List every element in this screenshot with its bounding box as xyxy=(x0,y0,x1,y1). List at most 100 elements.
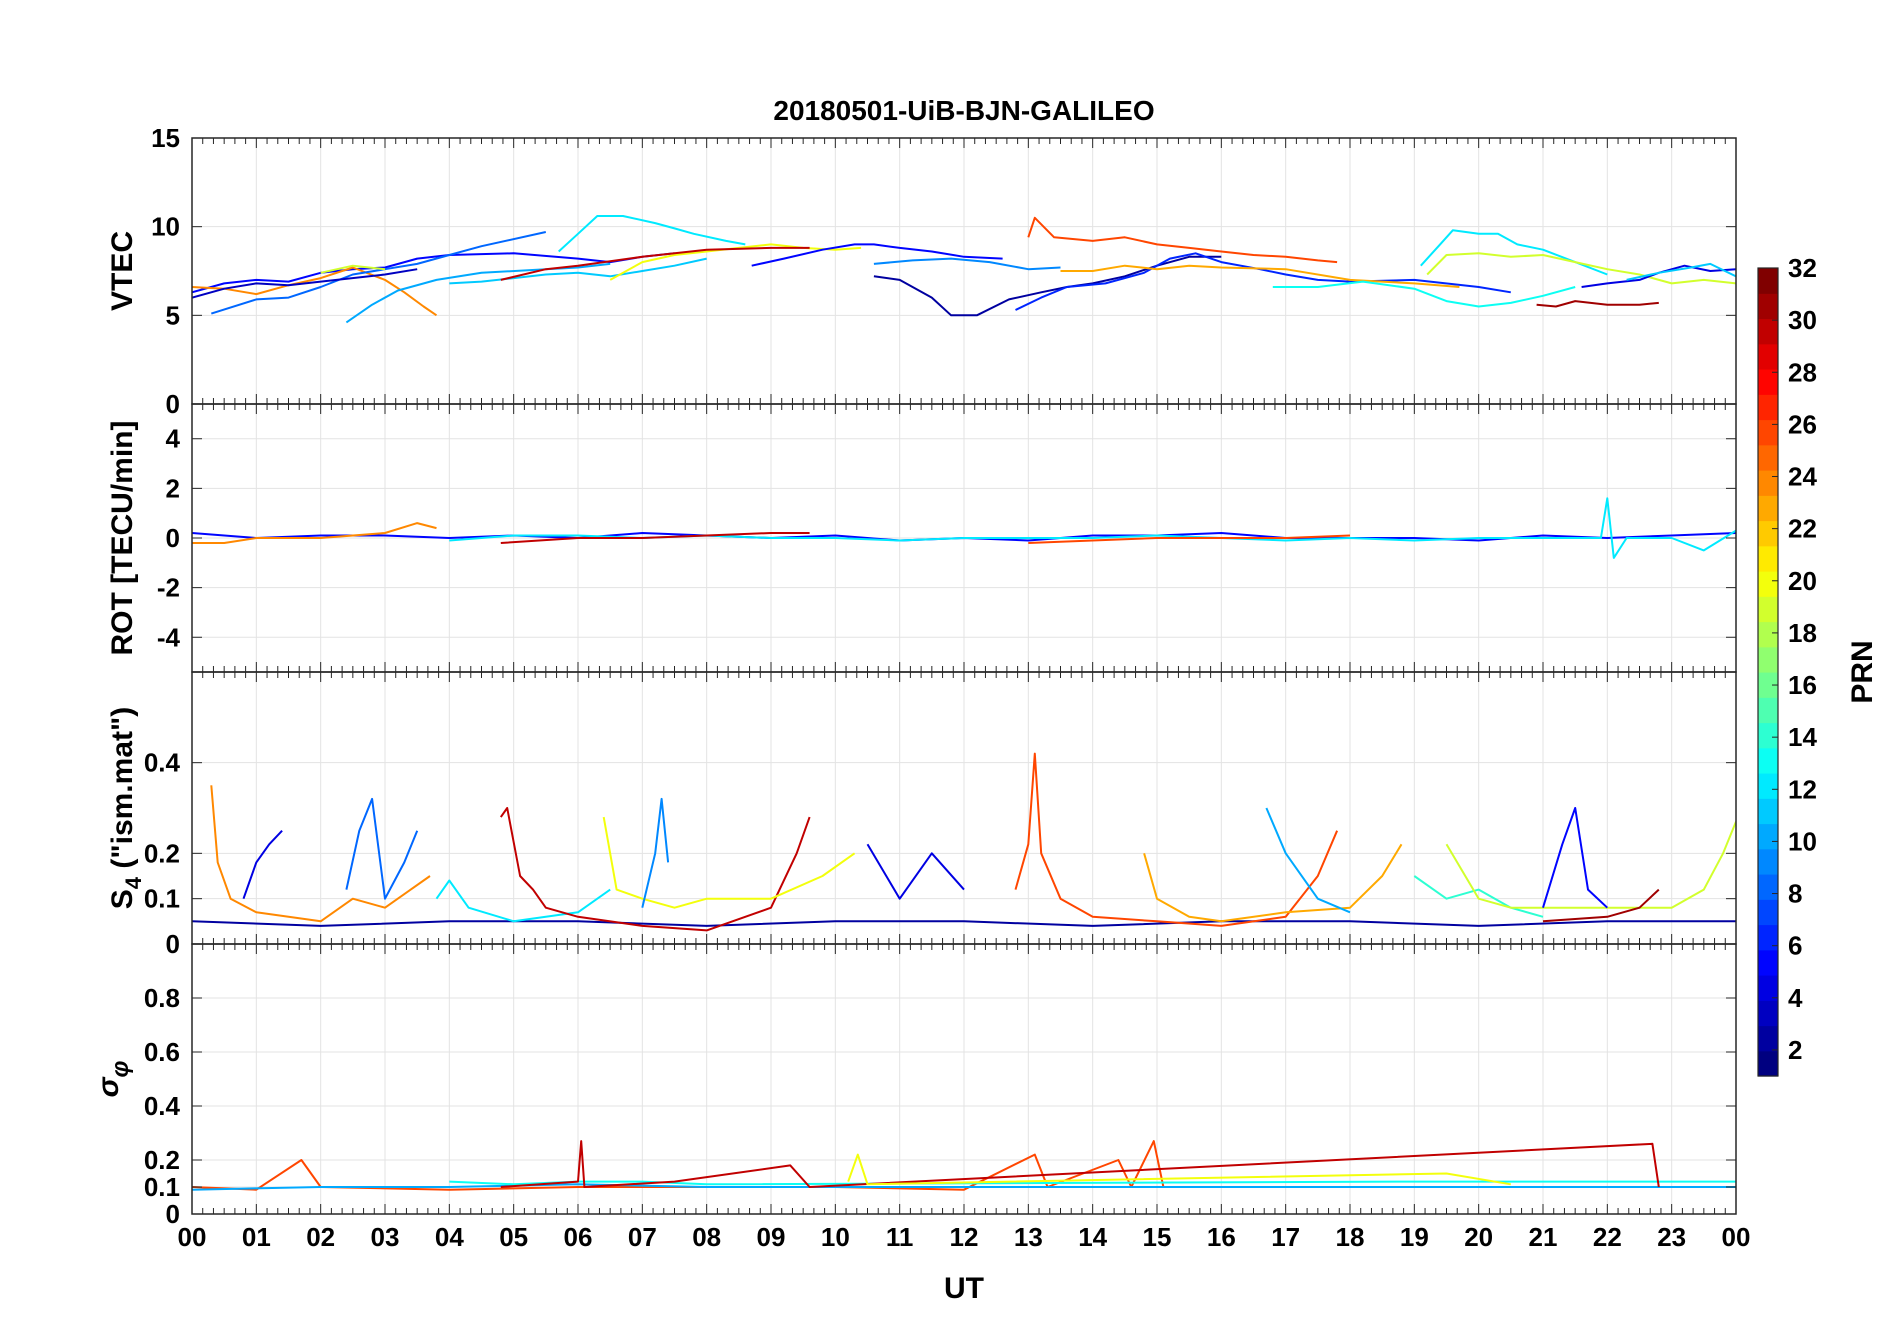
colorbar-segment xyxy=(1758,1025,1778,1052)
colorbar-segment xyxy=(1758,747,1778,774)
x-tick-label: 08 xyxy=(692,1222,721,1252)
y-axis-title-main: σ xyxy=(92,1076,125,1097)
series-line-prn-9 xyxy=(641,797,670,908)
colorbar-tick-label: 4 xyxy=(1788,983,1803,1013)
colorbar-segment xyxy=(1758,672,1778,698)
colorbar-tick-label: 8 xyxy=(1788,879,1802,909)
grid-vtec xyxy=(192,137,1736,405)
x-tick-label: 03 xyxy=(371,1222,400,1252)
panel-rot: -4 -2 0 2 4 ROT [TECU/min] xyxy=(106,403,1737,673)
colorbar-segment xyxy=(1758,773,1778,799)
x-tick-label: 16 xyxy=(1207,1222,1236,1252)
y-tick-label: 15 xyxy=(151,123,180,153)
series-group-vtec xyxy=(192,215,1736,324)
series-line-prn-31 xyxy=(1542,888,1660,923)
colorbar-segment xyxy=(1758,975,1778,1001)
colorbar-segment xyxy=(1758,1050,1778,1077)
colorbar-segment xyxy=(1758,318,1778,345)
x-axis: 00 01 02 03 04 05 06 07 08 09 10 11 12 13 14 15 16 17 18 19… xyxy=(178,1222,1751,1252)
colorbar-segment xyxy=(1758,1000,1778,1027)
colorbar-segment xyxy=(1758,874,1778,900)
y-tick-label: -2 xyxy=(157,573,180,603)
colorbar-tick-label: 16 xyxy=(1788,670,1817,700)
series-line-prn-2 xyxy=(192,920,1736,927)
y-axis-title-vtec: VTEC xyxy=(106,231,139,311)
y-axis-title-rest: ("ism.mat") xyxy=(106,707,139,877)
x-tick-label: 02 xyxy=(306,1222,335,1252)
x-tick-label: 13 xyxy=(1014,1222,1043,1252)
panel-vtec: 0 5 10 15 VTEC xyxy=(106,123,1737,419)
series-line-prn-12 xyxy=(558,215,746,253)
series-line-prn-4 xyxy=(866,843,965,900)
x-tick-label: 15 xyxy=(1143,1222,1172,1252)
y-tick-label: 0 xyxy=(166,523,180,553)
x-tick-label: 11 xyxy=(886,1222,914,1252)
colorbar-label: PRN xyxy=(1846,640,1879,703)
y-tick-label: 0.1 xyxy=(144,884,180,914)
y-tick-label: 5 xyxy=(166,300,180,330)
colorbar-frame xyxy=(1757,267,1779,1077)
colorbar-tick-label: 20 xyxy=(1788,566,1817,596)
series-line-prn-5 xyxy=(1542,807,1608,909)
x-tick-label: 17 xyxy=(1271,1222,1300,1252)
series-group-s4 xyxy=(192,752,1736,932)
series-line-prn-13 xyxy=(1272,280,1576,308)
series-group-rot xyxy=(192,497,1736,559)
x-tick-label: 01 xyxy=(242,1222,271,1252)
colorbar-tick-label: 12 xyxy=(1788,774,1817,804)
colorbar-segment xyxy=(1758,571,1778,597)
y-tick-label: 0.6 xyxy=(144,1037,180,1067)
x-ticks-rot xyxy=(191,404,1737,672)
x-axis-title: UT xyxy=(944,1272,984,1305)
y-axis-title-sub: φ xyxy=(107,1060,134,1077)
colorbar-segment xyxy=(1758,697,1778,724)
y-tick-label: 0.4 xyxy=(144,748,181,778)
x-tick-label: 04 xyxy=(435,1222,464,1252)
x-tick-label: 22 xyxy=(1593,1222,1622,1252)
series-line-prn-4 xyxy=(242,830,283,900)
series-line-prn-9 xyxy=(873,257,1061,271)
series-line-prn-30 xyxy=(500,1140,1660,1188)
series-line-prn-2 xyxy=(873,255,1222,317)
series-line-prn-19 xyxy=(320,264,386,274)
colorbar-segment xyxy=(1758,899,1778,926)
colorbar-segment xyxy=(1758,798,1778,825)
x-ticks-s4 xyxy=(191,672,1737,944)
series-line-prn-26 xyxy=(1027,216,1338,264)
colorbar-segment xyxy=(1758,823,1778,850)
y-tick-label: -4 xyxy=(157,622,181,652)
series-line-prn-26 xyxy=(1028,534,1351,544)
x-tick-label: 06 xyxy=(564,1222,593,1252)
colorbar-segment xyxy=(1758,646,1778,673)
x-ticks-sigma_phi xyxy=(191,944,1737,1214)
colorbar-segment xyxy=(1758,495,1778,522)
series-line-prn-6 xyxy=(1015,252,1511,311)
x-tick-label: 21 xyxy=(1529,1222,1558,1252)
series-line-prn-23 xyxy=(1060,264,1460,288)
series-line-prn-3 xyxy=(192,268,418,299)
series-line-prn-10 xyxy=(1265,807,1351,914)
series-line-prn-31 xyxy=(1536,300,1659,308)
y-tick-label: 0.8 xyxy=(144,983,180,1013)
series-line-prn-24 xyxy=(192,266,438,317)
panel-sigma_phi: 00.10.2 0.4 0.6 0.8 σφ xyxy=(92,943,1737,1229)
y-axis-title-s4: S4 ("ism.mat") xyxy=(106,707,146,909)
colorbar-tick-label: 2 xyxy=(1788,1035,1802,1065)
y-axis-title-rot: ROT [TECU/min] xyxy=(106,421,139,656)
series-line-prn-11 xyxy=(1626,262,1736,281)
colorbar-segment xyxy=(1758,722,1778,749)
x-tick-label: 14 xyxy=(1078,1222,1107,1252)
series-line-prn-12 xyxy=(435,879,611,923)
series-group-sigma_phi xyxy=(192,1140,1736,1191)
series-line-prn-30 xyxy=(500,246,810,281)
x-tick-label: 09 xyxy=(757,1222,786,1252)
colorbar-tick-label: 10 xyxy=(1788,826,1817,856)
series-line-prn-8 xyxy=(345,797,419,900)
colorbar-segment xyxy=(1758,293,1778,320)
colorbar-segment xyxy=(1758,520,1778,547)
y-tick-label: 0 xyxy=(166,389,180,419)
colorbar-segment xyxy=(1758,848,1778,875)
grid-sigma_phi xyxy=(192,944,1736,1215)
